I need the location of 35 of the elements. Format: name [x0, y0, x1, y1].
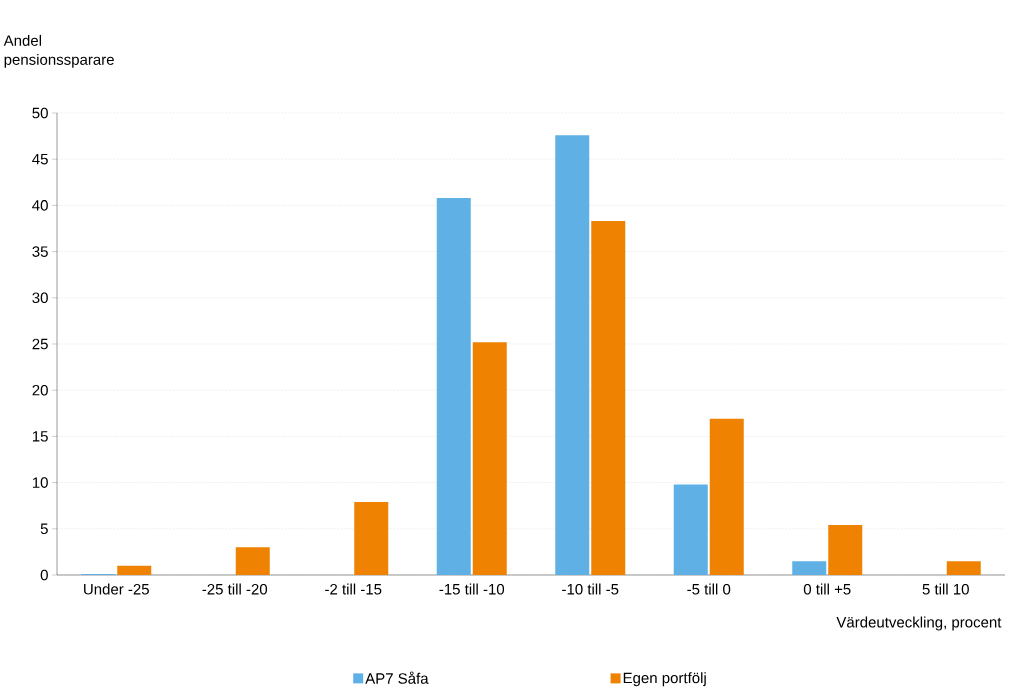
bar — [828, 525, 863, 575]
x-tick-label: -10 till -5 — [562, 583, 619, 595]
y-axis-title: Andel pensionssparare — [3, 34, 114, 68]
bar — [591, 221, 626, 575]
y-tick-label: 45 — [32, 153, 48, 165]
y-tick-label: 35 — [32, 246, 48, 257]
bar — [946, 561, 981, 575]
y-tick-label: 20 — [32, 384, 48, 396]
y-tick-label: 0 — [40, 569, 48, 581]
bar — [235, 547, 270, 575]
bar — [709, 418, 744, 575]
x-axis-title: Värdeutveckling, procent — [836, 616, 1002, 631]
x-tick-label: -15 till -10 — [439, 583, 505, 595]
y-tick-label: 25 — [32, 338, 48, 350]
bar — [117, 565, 152, 575]
x-tick-label: -5 till 0 — [687, 583, 731, 595]
y-tick-label: 10 — [32, 477, 48, 488]
legend-label: Egen portfölj — [623, 672, 706, 687]
x-tick-label: Under -25 — [84, 583, 149, 595]
x-tick-label: -2 till -15 — [325, 583, 382, 595]
bar — [472, 342, 507, 575]
x-tick-label: 0 till +5 — [803, 583, 851, 595]
y-tick-label: 50 — [32, 107, 48, 119]
x-tick-label: 5 till 10 — [922, 583, 969, 595]
bar — [792, 561, 827, 575]
legend-label: AP7 Såfa — [365, 671, 429, 684]
y-tick-label: 30 — [32, 292, 48, 304]
bar — [673, 484, 708, 575]
bar — [436, 198, 471, 575]
x-tick-label: -25 till -20 — [202, 583, 268, 595]
bar — [555, 135, 590, 575]
bar — [354, 501, 389, 575]
y-tick-label: 5 — [40, 523, 48, 535]
y-tick-label: 40 — [32, 200, 48, 211]
y-tick-label: 15 — [32, 431, 48, 442]
